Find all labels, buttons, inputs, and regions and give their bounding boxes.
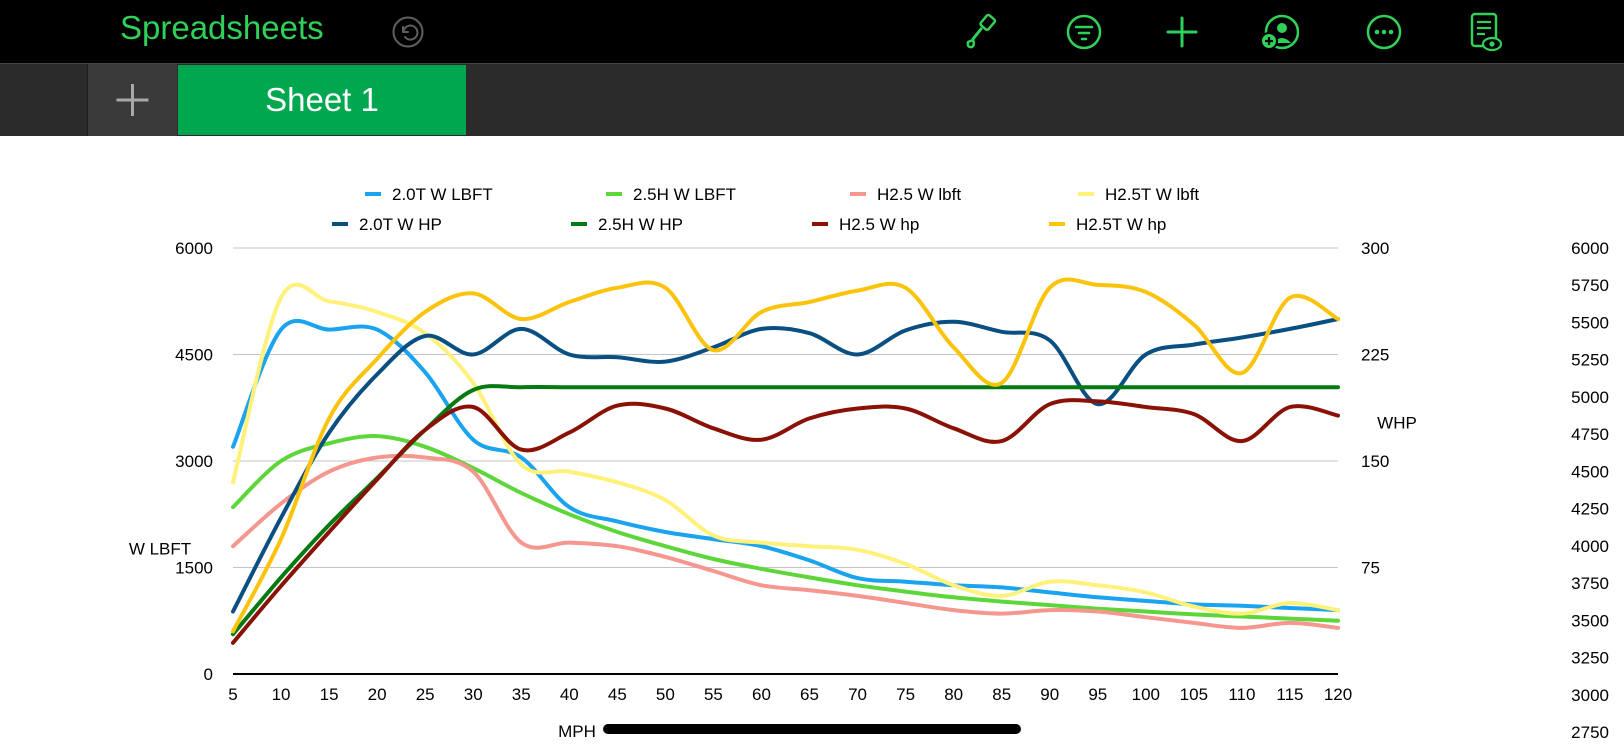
x-axis-title: MPH — [558, 722, 596, 741]
y2-axis-title: WHP — [1377, 414, 1417, 433]
x-tick-label: 40 — [560, 685, 579, 704]
y3-tick-label: 3500 — [1571, 611, 1609, 630]
more-icon[interactable] — [1364, 12, 1404, 52]
y-axis-title: W LBFT — [129, 539, 191, 558]
x-tick-label: 120 — [1324, 685, 1352, 704]
y3-tick-label: 4250 — [1571, 500, 1609, 519]
x-tick-label: 95 — [1088, 685, 1107, 704]
chart-legend: 2.0T W LBFT 2.5H W LBFT H2.5 W lbft H2.5T W… — [332, 185, 1199, 234]
y-tick-label: 6000 — [175, 239, 213, 258]
x-tick-label: 90 — [1040, 685, 1059, 704]
y-tick-label: 4500 — [175, 346, 213, 365]
x-tick-label: 25 — [416, 685, 435, 704]
add-sheet-button[interactable] — [88, 64, 177, 136]
legend-label: 2.0T W LBFT — [392, 185, 493, 204]
filter-icon[interactable] — [1064, 12, 1104, 52]
y3-tick-label: 3250 — [1571, 649, 1609, 668]
series-line-h2-5-w-hp — [231, 398, 1340, 645]
series-line-h2-5-w-lbft — [231, 453, 1340, 630]
x-tick-label: 60 — [752, 685, 771, 704]
x-tick-label: 5 — [228, 685, 237, 704]
x-tick-label: 75 — [896, 685, 915, 704]
series-line-h2-5t-w-lbft — [231, 282, 1340, 616]
tab-sheet-1[interactable]: Sheet 1 — [178, 65, 466, 135]
y3-tick-label: 6000 — [1571, 239, 1609, 258]
y-tick-label: 3000 — [175, 452, 213, 471]
y2-tick-label: 75 — [1361, 559, 1380, 578]
x-tick-label: 45 — [608, 685, 627, 704]
collaborate-icon[interactable] — [1259, 12, 1299, 52]
line-chart[interactable]: 5 10 15 20 25 30 35 40 45 50 55 60 65 70 75 80 85 90 95 100… — [0, 136, 1624, 750]
y2-tick-label: 300 — [1361, 239, 1389, 258]
y3-tick-label: 5500 — [1571, 313, 1609, 332]
sheet-tab-bar: Sheet 1 — [0, 63, 1624, 136]
plus-icon — [116, 84, 149, 116]
x-tick-label: 20 — [368, 685, 387, 704]
legend-label: 2.5H W LBFT — [633, 185, 736, 204]
series-line-2-5h-w-hp — [231, 384, 1340, 637]
x-tick-label: 100 — [1132, 685, 1160, 704]
y3-tick-label: 3000 — [1571, 686, 1609, 705]
legend-label: H2.5T W hp — [1076, 215, 1166, 234]
document-view-icon[interactable] — [1465, 12, 1505, 52]
y3-tick-label: 2750 — [1571, 723, 1609, 742]
horizontal-scroll-indicator[interactable] — [603, 724, 1021, 734]
y3-tick-label: 4000 — [1571, 537, 1609, 556]
legend-label: H2.5 W lbft — [877, 185, 961, 204]
app-title[interactable]: Spreadsheets — [120, 9, 324, 46]
y2-tick-label: 150 — [1361, 452, 1389, 471]
y3-tick-label: 5750 — [1571, 276, 1609, 295]
x-tick-label: 55 — [704, 685, 723, 704]
chart-axes: 5 10 15 20 25 30 35 40 45 50 55 60 65 70 75 80 85 90 95 100… — [175, 239, 1609, 742]
y3-tick-label: 3750 — [1571, 574, 1609, 593]
x-tick-label: 30 — [464, 685, 483, 704]
series-line-2-0t-w-lbft — [231, 318, 1340, 613]
x-tick-label: 80 — [944, 685, 963, 704]
x-tick-label: 35 — [512, 685, 531, 704]
sheet-bar-spacer — [0, 64, 88, 136]
undo-icon[interactable] — [392, 16, 424, 48]
x-tick-label: 85 — [992, 685, 1011, 704]
legend-label: 2.5H W HP — [598, 215, 683, 234]
paintbrush-icon[interactable] — [961, 12, 1001, 52]
series-line-h2-5t-w-hp — [231, 277, 1340, 634]
y3-tick-label: 5250 — [1571, 351, 1609, 370]
x-tick-label: 10 — [272, 685, 291, 704]
y2-tick-label: 225 — [1361, 346, 1389, 365]
x-tick-label: 70 — [848, 685, 867, 704]
y3-tick-label: 5000 — [1571, 388, 1609, 407]
chart-gridlines — [233, 247, 1338, 568]
x-tick-label: 110 — [1228, 685, 1255, 704]
legend-label: H2.5T W lbft — [1105, 185, 1199, 204]
y-tick-label: 0 — [204, 665, 213, 684]
x-tick-label: 105 — [1180, 685, 1208, 704]
x-tick-label: 15 — [320, 685, 339, 704]
x-tick-label: 65 — [800, 685, 819, 704]
chart-axis-labels: W LBFT WHP MPH — [129, 414, 1417, 741]
top-toolbar: Spreadsheets — [0, 0, 1624, 63]
series-line-2-5h-w-lbft — [231, 434, 1340, 623]
x-tick-label: 115 — [1276, 685, 1303, 704]
legend-label: 2.0T W HP — [359, 215, 442, 234]
plus-icon[interactable] — [1162, 12, 1202, 52]
x-tick-label: 50 — [656, 685, 675, 704]
series-line-2-0t-w-hp — [231, 317, 1340, 614]
legend-label: H2.5 W hp — [839, 215, 919, 234]
chart-series-lines — [231, 277, 1340, 645]
y-tick-label: 1500 — [175, 559, 213, 578]
y3-tick-label: 4750 — [1571, 425, 1609, 444]
y3-tick-label: 4500 — [1571, 462, 1609, 481]
